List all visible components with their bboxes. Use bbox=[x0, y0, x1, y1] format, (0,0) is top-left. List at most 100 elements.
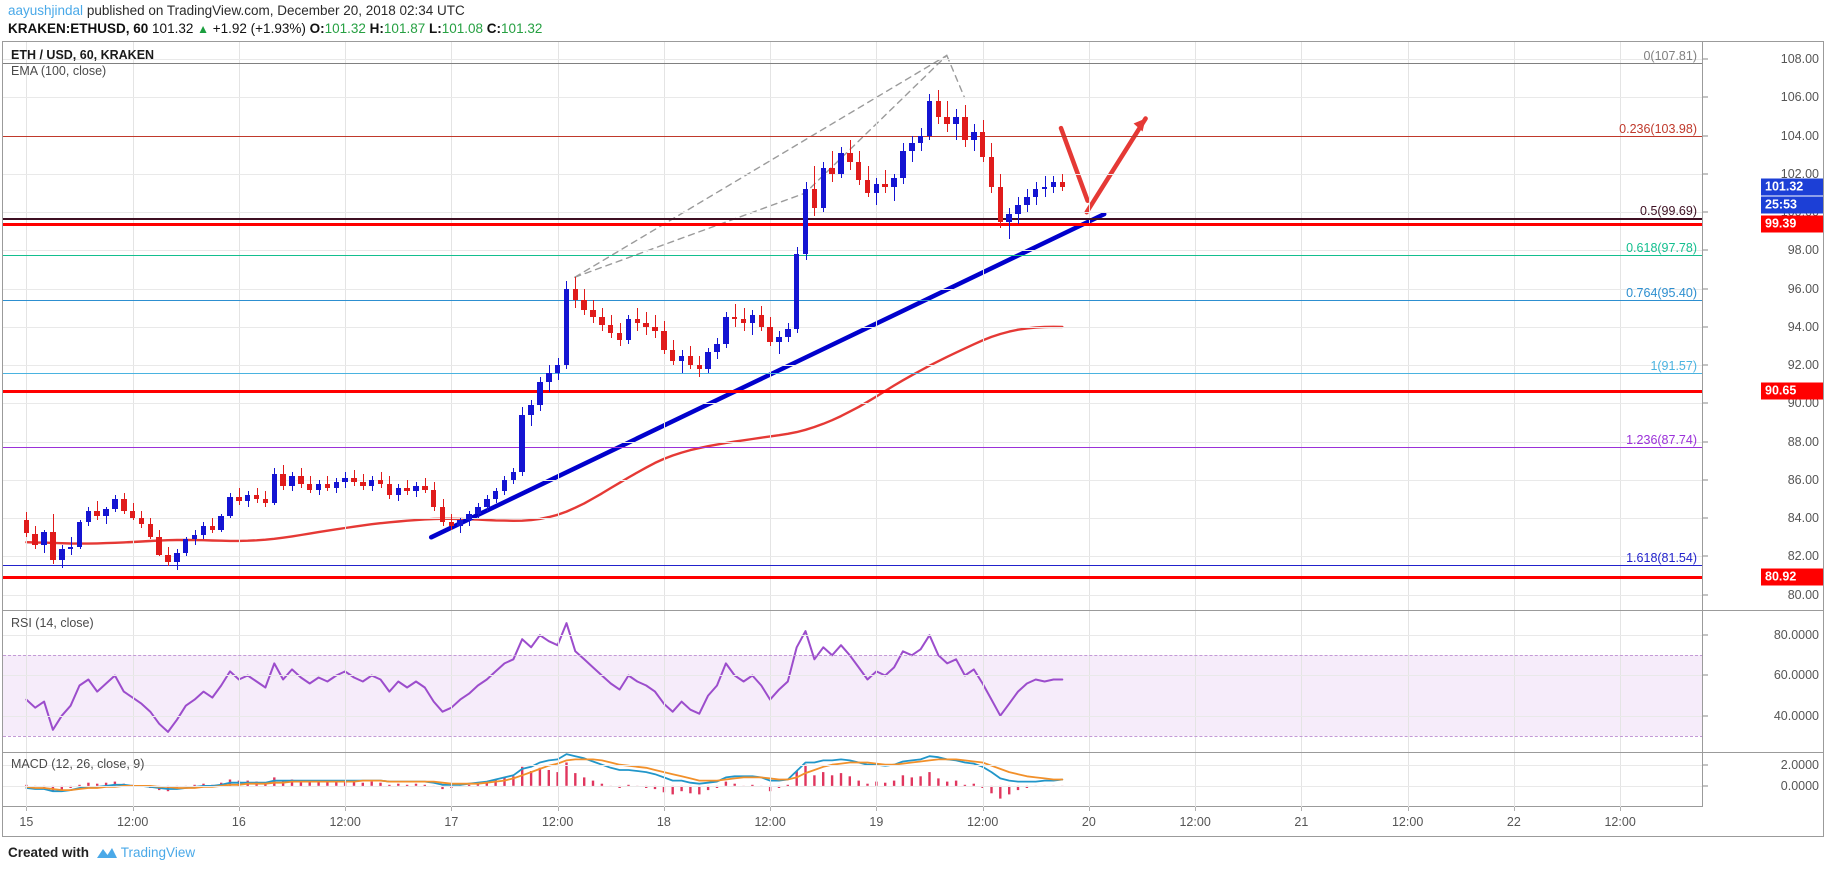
fib-level-line[interactable] bbox=[3, 136, 1703, 138]
chart-frame[interactable]: 0(107.81) 0.236(103.98) 0.5(99.69) 0.618(97… bbox=[2, 41, 1824, 807]
macd-axis[interactable]: 2.0000 0.0000 bbox=[1702, 753, 1823, 807]
candle-body bbox=[554, 365, 561, 373]
gridline-vertical bbox=[1301, 42, 1303, 610]
level-badge-99[interactable]: 99.39 bbox=[1761, 215, 1823, 233]
gridline-vertical bbox=[132, 42, 134, 610]
candle-body bbox=[678, 355, 685, 362]
macd-histogram-bar bbox=[503, 777, 506, 786]
axis-tick bbox=[1703, 594, 1708, 596]
gridline-vertical bbox=[345, 611, 347, 753]
horizontal-level-line[interactable] bbox=[3, 222, 1703, 226]
candle-body bbox=[200, 525, 207, 536]
price-axis-label: 90.00 bbox=[1787, 396, 1819, 411]
last-price-badge[interactable]: 101.32 bbox=[1761, 178, 1823, 196]
dashed-channel-upper bbox=[574, 54, 948, 278]
candle-body bbox=[147, 523, 154, 538]
rsi-axis[interactable]: 80.0000 60.0000 40.0000 bbox=[1702, 611, 1823, 753]
symbol-label[interactable]: KRAKEN:ETHUSD, 60 bbox=[8, 21, 149, 36]
price-pane[interactable]: 0(107.81) 0.236(103.98) 0.5(99.69) 0.618(97… bbox=[3, 42, 1823, 610]
fib-level-line[interactable] bbox=[3, 373, 1703, 375]
macd-pane[interactable]: 2.0000 0.0000 MACD (12, 26, close, 9) bbox=[3, 752, 1823, 807]
last-price: 101.32 bbox=[152, 21, 194, 36]
horizontal-level-line[interactable] bbox=[3, 390, 1703, 394]
blue-trendline bbox=[428, 211, 1107, 540]
gridline-vertical bbox=[238, 42, 240, 610]
gridline-vertical bbox=[876, 611, 878, 753]
rsi-axis-label: 60.0000 bbox=[1773, 668, 1819, 683]
gridline-vertical bbox=[982, 753, 984, 807]
price-change: +1.92 (+1.93%) bbox=[212, 21, 306, 36]
candle-body bbox=[731, 317, 738, 320]
axis-tick bbox=[1703, 555, 1708, 557]
candle-body bbox=[183, 539, 189, 553]
axis-tick bbox=[1703, 364, 1708, 366]
time-axis-tick bbox=[26, 807, 28, 811]
candle-body bbox=[758, 315, 764, 327]
candle-wick bbox=[71, 537, 72, 555]
time-axis-tick bbox=[1195, 807, 1197, 811]
candle-body bbox=[705, 351, 711, 370]
candle-body bbox=[112, 499, 118, 509]
breakout-arrow-shaft bbox=[1084, 116, 1148, 215]
time-axis-tick bbox=[1407, 807, 1409, 811]
time-axis-label: 17 bbox=[444, 815, 459, 829]
price-axis-label: 92.00 bbox=[1787, 358, 1819, 373]
fib-level-line[interactable] bbox=[3, 218, 1703, 221]
candle-wick bbox=[894, 173, 895, 201]
gridline-vertical bbox=[451, 611, 453, 753]
gridline-vertical bbox=[238, 611, 240, 753]
gridline-vertical bbox=[1407, 753, 1409, 807]
gridline-vertical bbox=[451, 753, 453, 807]
gridline-vertical bbox=[1195, 753, 1197, 807]
bar-countdown-badge[interactable]: 25:53 bbox=[1761, 196, 1823, 214]
macd-plot-area[interactable] bbox=[3, 753, 1703, 807]
macd-histogram-bar bbox=[698, 785, 701, 795]
candle-wick bbox=[257, 487, 258, 503]
time-axis-tick bbox=[1301, 807, 1303, 811]
candle-body bbox=[360, 481, 366, 486]
price-plot-area[interactable]: 0(107.81) 0.236(103.98) 0.5(99.69) 0.618(97… bbox=[3, 42, 1703, 610]
candle-body bbox=[457, 520, 463, 526]
price-axis[interactable]: 108.00106.00104.00102.00100.0098.0096.00… bbox=[1702, 42, 1823, 610]
close-key: C: bbox=[486, 21, 502, 36]
level-badge-90[interactable]: 90.65 bbox=[1761, 382, 1823, 400]
candle-body bbox=[776, 336, 782, 343]
candle-body bbox=[351, 478, 357, 482]
gridline-vertical bbox=[1620, 42, 1622, 610]
gridline-vertical bbox=[770, 611, 772, 753]
candle-body bbox=[838, 152, 844, 174]
macd-histogram-bar bbox=[795, 771, 798, 786]
author-name[interactable]: aayushjindal bbox=[8, 3, 84, 18]
level-badge-80[interactable]: 80.92 bbox=[1761, 568, 1823, 586]
rsi-overbought-oversold-band bbox=[3, 655, 1703, 736]
fib-level-line[interactable] bbox=[3, 300, 1703, 302]
candle-body bbox=[652, 326, 658, 331]
gridline-horizontal bbox=[3, 250, 1703, 252]
candle-body bbox=[262, 499, 269, 503]
candle-body bbox=[289, 476, 295, 486]
fib-level-line[interactable] bbox=[3, 62, 1703, 64]
candle-body bbox=[793, 254, 800, 329]
macd-histogram-bar bbox=[574, 773, 577, 786]
candle-body bbox=[616, 332, 623, 341]
time-axis[interactable]: 15 12:00 16 12:00 17 12:00 18 12:00 19 12:00 20 12:… bbox=[2, 807, 1824, 837]
gridline-vertical bbox=[1301, 611, 1303, 753]
candle-body bbox=[315, 483, 322, 490]
rsi-axis-label: 80.0000 bbox=[1773, 628, 1819, 643]
gridline-vertical bbox=[1301, 753, 1303, 807]
fib-level-line[interactable] bbox=[3, 254, 1703, 256]
time-axis-label: 21 bbox=[1294, 815, 1309, 829]
fib-level-line[interactable] bbox=[3, 565, 1703, 567]
gridline-vertical bbox=[1407, 42, 1409, 610]
rsi-plot-area[interactable] bbox=[3, 611, 1703, 753]
fib-level-line[interactable] bbox=[3, 446, 1703, 448]
time-axis-tick bbox=[663, 807, 665, 811]
candle-body bbox=[537, 382, 543, 406]
rsi-pane[interactable]: 80.0000 60.0000 40.0000 RSI (14, close) bbox=[3, 610, 1823, 753]
candle-body bbox=[882, 183, 888, 188]
horizontal-level-line[interactable] bbox=[3, 576, 1703, 580]
candle-body bbox=[590, 309, 596, 318]
price-axis-label: 106.00 bbox=[1780, 90, 1819, 105]
time-axis-label: 19 bbox=[869, 815, 884, 829]
ema-100-line bbox=[25, 325, 1064, 545]
